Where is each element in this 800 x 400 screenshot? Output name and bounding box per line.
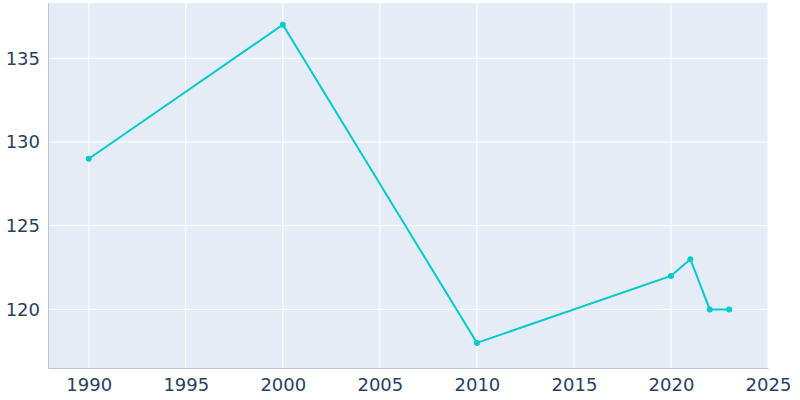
tick: 2010 [454, 368, 500, 395]
tick-label: 130 [6, 131, 40, 152]
plot-background [48, 3, 768, 368]
marker [280, 22, 286, 28]
tick-label: 2025 [746, 374, 792, 395]
tick: 2000 [260, 368, 306, 395]
tick: 2025 [746, 368, 792, 395]
grid [48, 3, 768, 368]
axis-line [49, 368, 769, 369]
marker [668, 273, 674, 279]
chart: 1990 1995 2000 2005 2010 2015 2020 2025 120 125 13… [0, 0, 800, 400]
tick-label: 1990 [66, 374, 112, 395]
x-axis: 1990 1995 2000 2005 2010 2015 2020 2025 [49, 368, 792, 395]
tick-label: 2020 [649, 374, 695, 395]
tick-label: 1995 [163, 374, 209, 395]
tick-label: 135 [6, 48, 40, 69]
tick-label: 2015 [552, 374, 598, 395]
x-grid-line [670, 3, 671, 368]
tick-label: 2005 [357, 374, 403, 395]
tick: 135 [6, 48, 48, 69]
tick: 2005 [357, 368, 403, 395]
tick: 2015 [552, 368, 598, 395]
axis-line [48, 4, 49, 369]
marker [726, 306, 732, 312]
y-grid-line [48, 141, 768, 142]
tick-label: 125 [6, 215, 40, 236]
tick: 2020 [649, 368, 695, 395]
marker [474, 340, 480, 346]
x-grid-line [185, 3, 186, 368]
x-grid-line [476, 3, 477, 368]
x-grid-line [88, 3, 89, 368]
x-grid-line [573, 3, 574, 368]
marker [86, 156, 92, 162]
tick: 1990 [66, 368, 112, 395]
tick: 125 [6, 215, 48, 236]
x-grid-line [282, 3, 283, 368]
y-grid-line [48, 309, 768, 310]
y-axis: 120 125 130 135 [6, 4, 49, 369]
tick-label: 2000 [260, 374, 306, 395]
tick-label: 120 [6, 299, 40, 320]
plot: 1990 1995 2000 2005 2010 2015 2020 2025 120 125 13… [6, 3, 792, 395]
tick: 1995 [163, 368, 209, 395]
marker [687, 256, 693, 262]
y-grid-line [48, 225, 768, 226]
tick: 120 [6, 299, 48, 320]
series [86, 22, 732, 346]
line [89, 25, 729, 343]
tick: 130 [6, 131, 48, 152]
y-grid-line [48, 58, 768, 59]
x-grid-line [768, 3, 769, 368]
marker [707, 306, 713, 312]
tick-label: 2010 [454, 374, 500, 395]
